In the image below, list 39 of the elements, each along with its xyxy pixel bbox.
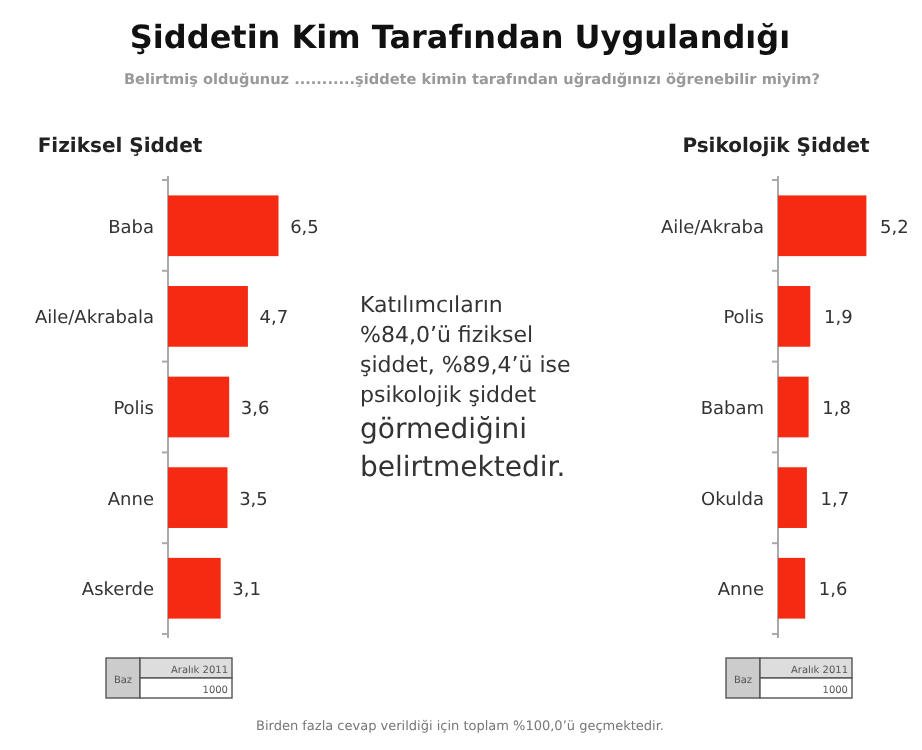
text: Katılımcıların — [360, 292, 503, 318]
y-tick-label: Aile/Akraba — [660, 218, 764, 239]
y-tick-label: Polis — [723, 309, 765, 330]
y-tick-label: Babam — [700, 400, 764, 420]
text: şiddet, %89,4’ü ise — [360, 352, 572, 378]
text: görmediğini — [360, 414, 528, 446]
y-tick-label: Polis — [113, 400, 155, 420]
bar — [168, 376, 230, 438]
text: %84,0’ü fiziksel — [360, 322, 534, 348]
data-label: 6,5 — [290, 218, 319, 239]
bar — [168, 557, 221, 619]
data-label: 1,9 — [823, 309, 854, 330]
chart-title: Psikolojik Şiddet — [682, 136, 870, 158]
y-tick-label: Anne — [107, 490, 155, 511]
data-label: 3,6 — [240, 400, 271, 420]
y-tick-label: Aile/Akrabala — [34, 309, 154, 330]
text: psikolojik şiddet — [360, 382, 538, 408]
y-tick-label: Anne — [717, 581, 765, 602]
chart-title: Fiziksel Şiddet — [37, 136, 203, 158]
y-tick-label: Okulda — [701, 490, 764, 511]
data-label: 3,5 — [239, 490, 268, 511]
bar — [168, 286, 248, 347]
text: Şiddetin Kim Tarafından Uygulandığı — [129, 18, 791, 56]
data-label: 1,6 — [818, 581, 849, 602]
bar — [778, 286, 811, 347]
bar — [778, 467, 807, 528]
data-label: 3,1 — [232, 581, 262, 602]
text: belirtmektedir. — [360, 452, 566, 484]
bar — [778, 376, 809, 438]
data-label: 1,7 — [820, 490, 850, 511]
data-label: 5,2 — [880, 218, 909, 239]
data-label: 1,8 — [822, 400, 852, 420]
bar — [168, 195, 279, 257]
bar — [168, 467, 228, 528]
bar — [778, 195, 867, 257]
data-label: 4,7 — [259, 309, 289, 330]
y-tick-label: Baba — [108, 218, 154, 239]
bar — [778, 557, 806, 619]
y-tick-label: Askerde — [81, 581, 155, 602]
